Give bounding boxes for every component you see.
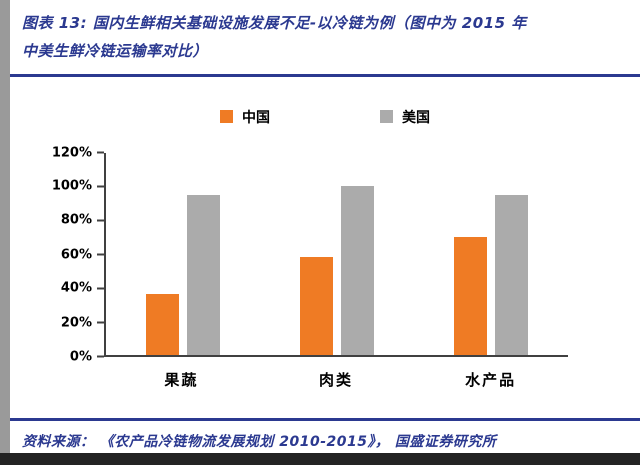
- y-axis-tick-label: 60%: [60, 247, 92, 262]
- figure-title-line1: 图表 13: 国内生鲜相关基础设施发展不足-以冷链为例（图中为 2015 年: [22, 14, 527, 32]
- x-axis: 果蔬 肉类 水产品: [104, 369, 568, 390]
- y-axis-tick-label: 80%: [60, 212, 92, 228]
- figure-title-line2: 中美生鲜冷链运输率对比）: [22, 41, 209, 60]
- y-axis-tick-label: 120%: [51, 145, 92, 160]
- bar-us-0: [187, 194, 220, 355]
- bar-group-1: [260, 153, 414, 355]
- legend-item-china: 中国: [220, 107, 270, 127]
- y-axis-tick-label: 0%: [69, 349, 92, 364]
- bar-us-1: [341, 186, 374, 355]
- x-axis-category-label: 水产品: [465, 370, 517, 389]
- footer-divider-rule: [10, 417, 640, 421]
- figure-content: 图表 13: 国内生鲜相关基础设施发展不足-以冷链为例（图中为 2015 年 中…: [10, 0, 640, 451]
- us-swatch-icon: [380, 110, 393, 123]
- bar-china-2: [454, 236, 487, 355]
- bottom-dark-bar: [0, 453, 640, 465]
- y-axis: 0% 20% 40% 60% 80% 100% 120%: [46, 145, 104, 364]
- y-axis-tick-label: 20%: [60, 315, 92, 330]
- source-note: 资料来源： 《农产品冷链物流发展规划 2010-2015》， 国盛证券研究所: [22, 433, 497, 450]
- china-swatch-icon: [220, 110, 233, 123]
- bar-china-1: [300, 256, 333, 355]
- figure-title: 图表 13: 国内生鲜相关基础设施发展不足-以冷链为例（图中为 2015 年 中…: [10, 0, 640, 66]
- left-gray-strip: [0, 0, 10, 465]
- bar-chart: 0% 20% 40% 60% 80% 100% 120% 果蔬 肉类 水产品: [46, 145, 568, 390]
- bar-group-0: [106, 153, 260, 355]
- bar-group-2: [414, 153, 568, 355]
- legend-item-us: 美国: [380, 107, 430, 127]
- bar-china-0: [146, 293, 179, 355]
- chart-legend: 中国 美国: [10, 107, 640, 127]
- legend-label-china: 中国: [242, 109, 270, 126]
- legend-label-us: 美国: [402, 109, 430, 126]
- x-axis-category-label: 果蔬: [164, 370, 199, 389]
- y-axis-tick-label: 100%: [51, 178, 92, 194]
- y-axis-tick-label: 40%: [60, 280, 92, 296]
- bar-us-2: [495, 194, 528, 355]
- plot-column: 果蔬 肉类 水产品: [104, 152, 568, 390]
- title-divider-rule: [10, 73, 640, 77]
- plot-area: [104, 152, 568, 357]
- x-axis-category-label: 肉类: [319, 370, 354, 389]
